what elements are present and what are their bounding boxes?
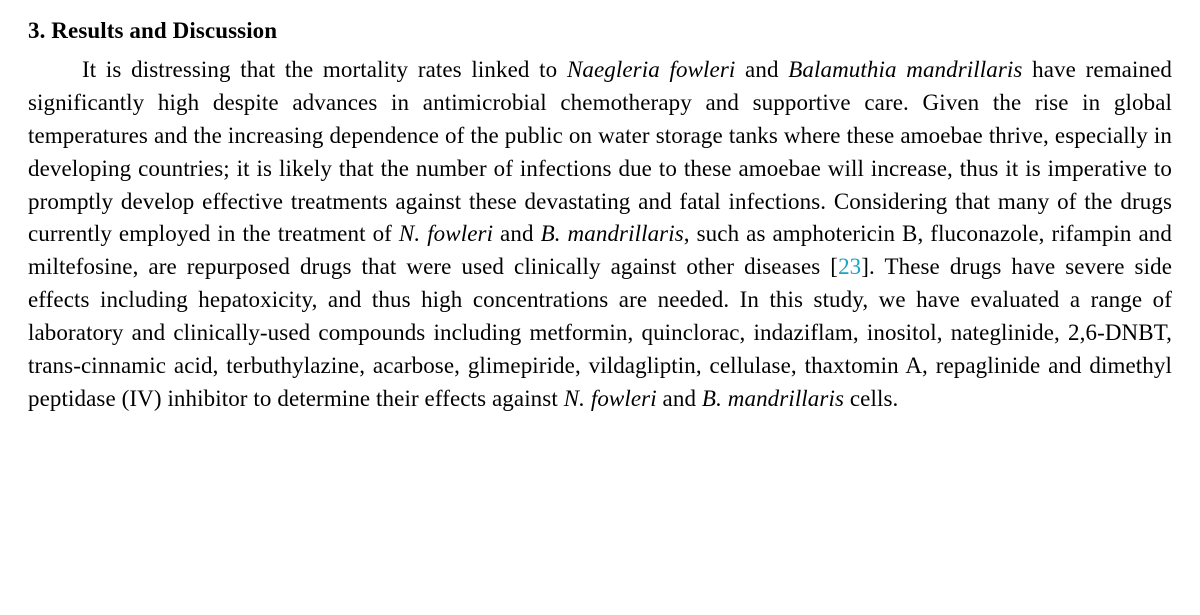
citation-link[interactable]: 23 xyxy=(838,254,861,279)
body-paragraph: It is distressing that the mortality rat… xyxy=(28,54,1172,416)
species-name: B. mandrillaris xyxy=(702,386,844,411)
species-name: B. mandrillaris xyxy=(541,221,684,246)
species-name: Balamuthia mandrillaris xyxy=(788,57,1022,82)
text-run: and xyxy=(735,57,788,82)
text-run: and xyxy=(657,386,702,411)
species-name: N. fowleri xyxy=(564,386,657,411)
section-heading: 3. Results and Discussion xyxy=(28,18,1172,44)
text-run: cells. xyxy=(844,386,898,411)
text-run: It is distressing that the mortality rat… xyxy=(82,57,567,82)
text-run: and xyxy=(493,221,540,246)
page: 3. Results and Discussion It is distress… xyxy=(0,0,1200,615)
species-name: N. fowleri xyxy=(399,221,493,246)
text-run: have remained significantly high despite… xyxy=(28,57,1172,246)
species-name: Naegleria fowleri xyxy=(567,57,735,82)
